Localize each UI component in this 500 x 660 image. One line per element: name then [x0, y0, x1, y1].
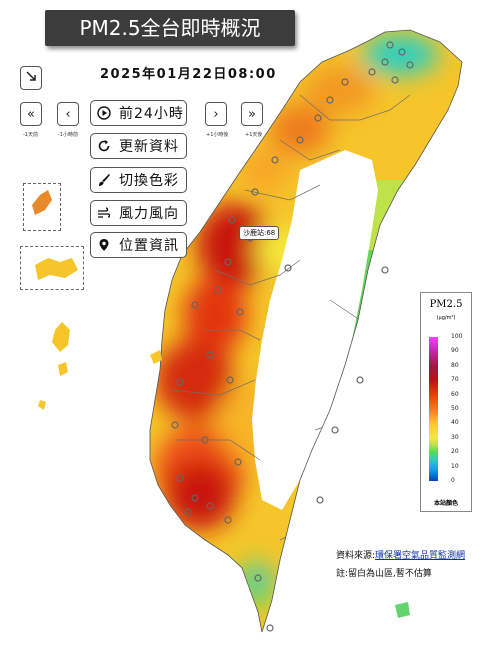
wind-icon [97, 206, 111, 220]
play-icon [97, 106, 111, 120]
taiwan-outline [149, 29, 463, 633]
location-label: 位置資訊 [119, 238, 179, 254]
data-source-link[interactable]: 環保署空氣品質監測網 [375, 551, 466, 561]
refresh-label: 更新資料 [119, 139, 179, 155]
play-24h-button[interactable]: 前24小時 [90, 100, 187, 126]
kinmen-box [23, 183, 61, 231]
station-marker [171, 421, 179, 429]
offshore-islands [32, 190, 410, 618]
station-marker [236, 308, 244, 316]
station-marker [356, 376, 364, 384]
legend-tick: 30 [451, 433, 459, 441]
station-marker [206, 502, 214, 510]
play-24h-label: 前24小時 [119, 106, 184, 122]
station-marker [398, 48, 406, 56]
mountain-blank-area [252, 150, 378, 510]
matsu-box [20, 246, 84, 290]
page-title: PM2.5全台即時概況 [45, 10, 295, 46]
station-marker [381, 58, 389, 66]
legend-tick: 0 [451, 477, 455, 484]
legend-tick: 60 [451, 390, 459, 398]
legend-tick: 100 [451, 333, 463, 340]
station-marker [331, 426, 339, 434]
station-marker [228, 216, 236, 224]
legend-tick: 90 [451, 347, 459, 355]
station-marker [284, 264, 292, 272]
station-marker [201, 436, 209, 444]
legend-tick: 70 [451, 376, 459, 384]
station-marker [341, 78, 349, 86]
monitoring-stations [171, 41, 414, 632]
refresh-icon [97, 139, 111, 153]
station-marker [176, 378, 184, 386]
next-hour-button[interactable]: › [205, 102, 227, 126]
switch-colors-button[interactable]: 切換色彩 [90, 167, 187, 193]
collapse-button[interactable] [20, 66, 42, 90]
collapse-arrow-icon [25, 70, 37, 86]
prev-hour-label: -1小時前 [58, 132, 78, 138]
station-marker [386, 41, 394, 49]
station-marker [206, 351, 214, 359]
blank-area-note: 註:留白為山區,暫不估算 [336, 569, 432, 579]
location-pin-icon [97, 238, 111, 252]
legend-tick: 10 [451, 462, 459, 470]
station-marker [224, 258, 232, 266]
station-marker [226, 376, 234, 384]
station-marker [381, 266, 389, 274]
station-marker [234, 458, 242, 466]
station-marker [254, 574, 262, 582]
data-source: 資料來源:環保署空氣品質監測網 [336, 548, 465, 561]
legend-tick: 40 [451, 419, 459, 427]
wind-label: 風力風向 [119, 206, 179, 222]
refresh-button[interactable]: 更新資料 [90, 133, 187, 159]
prev-hour-button[interactable]: ‹ [57, 102, 79, 126]
station-marker [406, 61, 414, 69]
station-marker [368, 68, 376, 76]
station-marker [316, 496, 324, 504]
station-marker [271, 156, 279, 164]
station-tooltip: 沙鹿站:68 [239, 226, 280, 240]
legend-color-bar [429, 337, 438, 481]
station-marker [266, 624, 274, 632]
next-day-button[interactable]: » [241, 102, 263, 126]
station-marker [176, 474, 184, 482]
legend-title: PM2.5 [429, 299, 463, 310]
next-hour-label: +1小時後 [206, 132, 229, 138]
observation-datetime: 2025年01月22日08:00 [100, 67, 277, 82]
prev-day-label: -1天前 [23, 132, 38, 138]
station-marker [391, 76, 399, 84]
wind-button[interactable]: 風力風向 [90, 200, 187, 226]
next-day-label: +1天後 [245, 132, 263, 138]
legend-unit: (μg/m³) [436, 315, 456, 321]
prev-day-button[interactable]: « [20, 102, 42, 126]
legend-tick: 20 [451, 448, 459, 456]
location-button[interactable]: 位置資訊 [90, 232, 187, 258]
station-marker [191, 494, 199, 502]
data-source-prefix: 資料來源: [336, 551, 376, 561]
station-marker [296, 136, 304, 144]
station-marker [314, 114, 322, 122]
station-marker [191, 301, 199, 309]
station-marker [224, 516, 232, 524]
station-marker [184, 508, 192, 516]
legend-tick: 80 [451, 361, 459, 369]
station-marker [251, 188, 259, 196]
switch-colors-label: 切換色彩 [119, 173, 179, 189]
pm25-legend: PM2.5 (μg/m³) 100 90 80 70 60 50 40 30 20 10 0 本站顏… [420, 292, 472, 512]
legend-tick: 50 [451, 405, 459, 412]
paint-brush-icon [97, 173, 111, 187]
station-marker [214, 286, 222, 294]
legend-note: 本站顏色 [433, 500, 458, 507]
station-marker [326, 96, 334, 104]
